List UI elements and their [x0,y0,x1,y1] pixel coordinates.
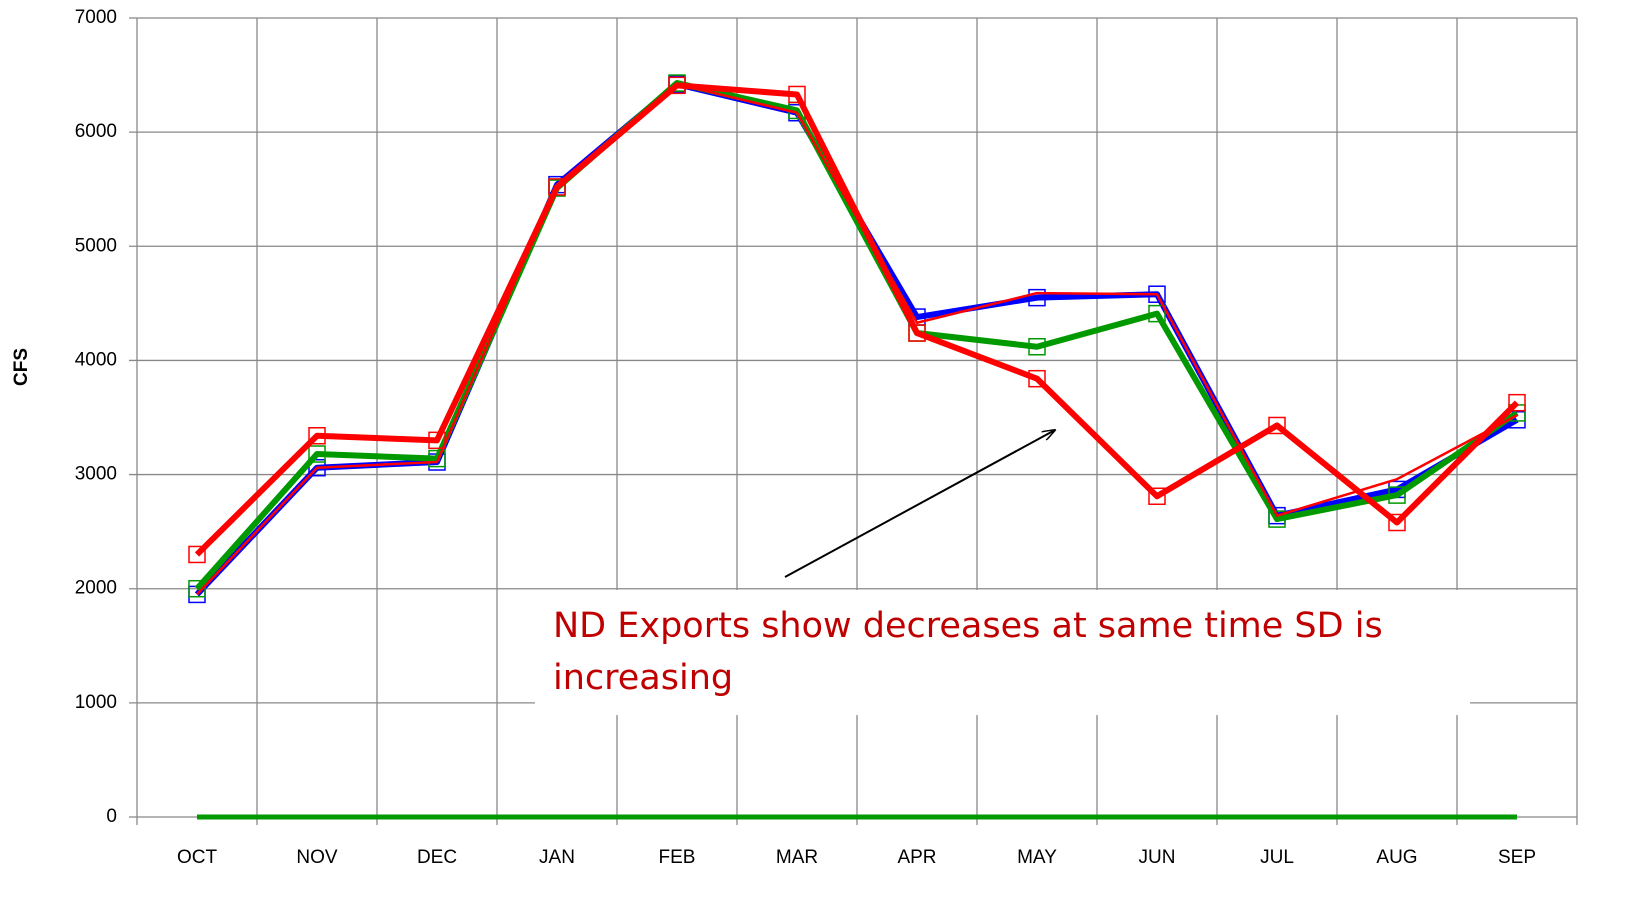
marker [548,178,566,196]
marker [188,545,206,564]
marker [668,76,686,95]
marker [1028,369,1046,388]
y-tick-label: 3000 [75,464,117,485]
x-tick-label: APR [897,847,936,868]
marker [428,449,446,468]
x-tick-label: JUN [1139,847,1176,868]
marker [428,431,446,450]
annotation: ND Exports show decreases at same time S… [535,590,1470,715]
marker [1388,513,1406,532]
arrow [784,430,1055,578]
x-tick-label: JAN [539,847,575,868]
marker [1028,288,1046,307]
y-tick-label: 5000 [75,235,117,256]
marker [788,85,806,104]
series-line [194,82,1520,557]
marker [1148,487,1166,506]
x-tick-label: MAY [1017,847,1057,868]
x-tick-label: DEC [417,847,457,868]
marker [308,427,326,445]
y-tick-label: 4000 [75,349,117,370]
x-tick-label: MAR [776,847,818,868]
marker [1388,486,1406,504]
y-axis-label: CFS [11,348,32,386]
marker [1508,393,1526,412]
marker [308,445,326,463]
marker [1148,304,1166,323]
y-tick-label: 1000 [75,692,117,713]
x-tick-label: OCT [177,847,218,868]
x-tick-label: NOV [296,847,338,868]
x-tick-label: AUG [1376,847,1417,868]
y-tick-label: 0 [106,806,117,827]
x-tick-label: JUL [1260,847,1294,868]
marker [1028,337,1046,356]
series-line [194,80,1519,591]
marker [1268,510,1286,528]
marker [908,324,926,342]
y-tick-label: 7000 [75,7,117,28]
y-tick-label: 2000 [75,578,117,599]
x-tick-label: SEP [1498,847,1536,868]
marker [188,579,206,598]
y-tick-label: 6000 [75,121,117,142]
x-tick-label: FEB [659,847,696,868]
marker [1268,416,1286,435]
